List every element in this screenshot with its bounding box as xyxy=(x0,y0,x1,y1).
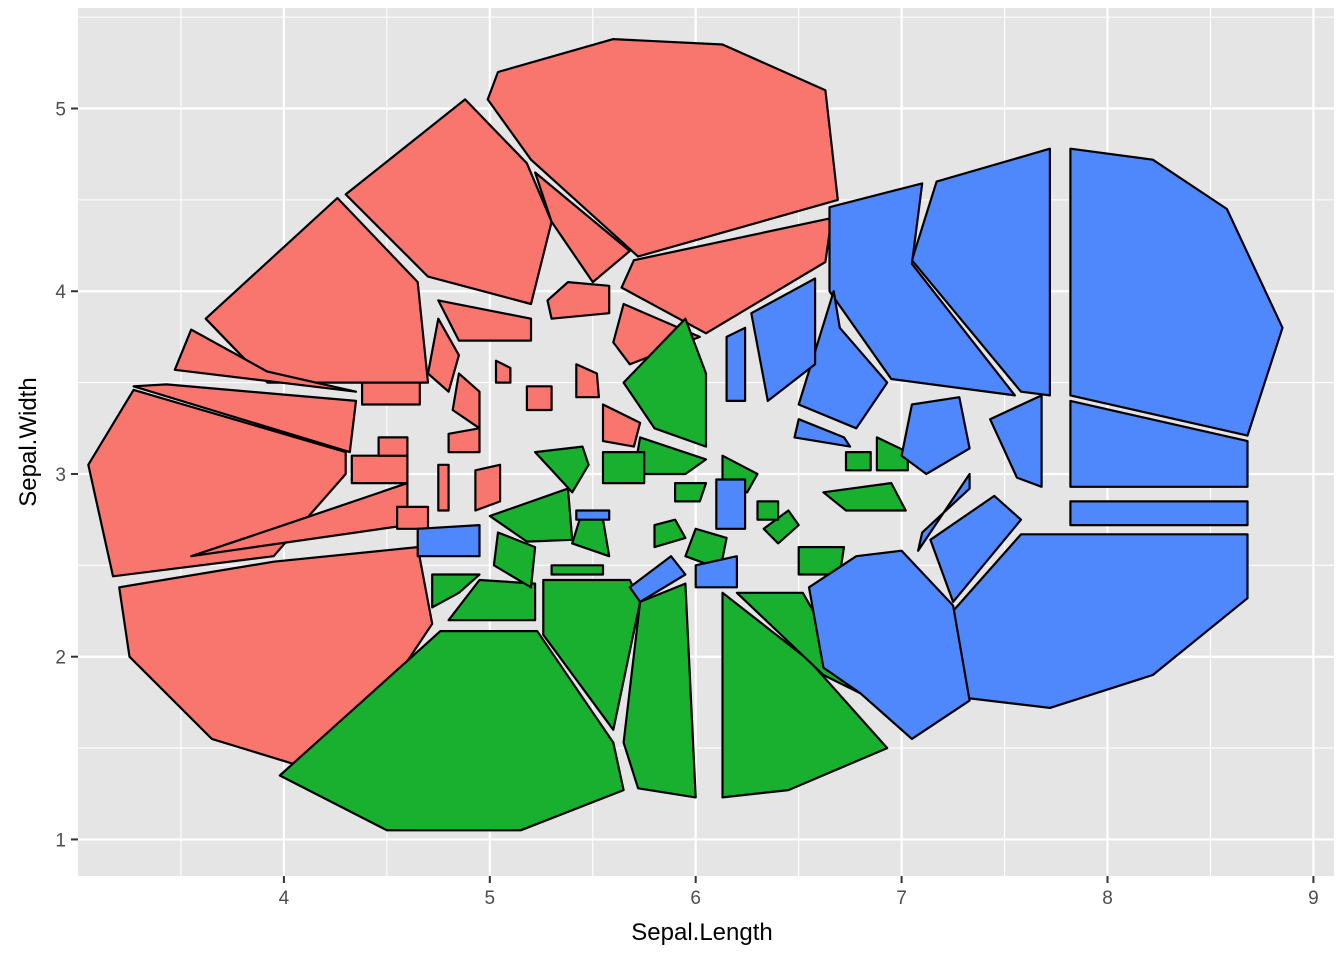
voronoi-cell xyxy=(437,299,533,342)
voronoi-cell xyxy=(875,436,909,472)
voronoi-cell xyxy=(1069,147,1284,437)
voronoi-cell xyxy=(673,482,708,503)
x-axis: 4 5 6 7 8 9 xyxy=(279,876,1319,909)
voronoi-cell xyxy=(612,302,701,366)
voronoi-cell xyxy=(494,359,512,384)
voronoi-cell xyxy=(278,629,625,832)
voronoi-cell xyxy=(426,317,460,393)
voronoi-cell xyxy=(533,445,590,494)
voronoi-cell xyxy=(396,505,430,530)
voronoi-cell xyxy=(173,328,358,393)
y-tick-label: 4 xyxy=(55,282,66,303)
voronoi-cell xyxy=(550,564,605,576)
x-axis-title: Sepal.Length xyxy=(631,919,772,946)
x-tick-label: 4 xyxy=(279,888,290,909)
voronoi-cell xyxy=(793,418,852,448)
cell-group-2 xyxy=(278,317,909,832)
voronoi-cell xyxy=(725,326,747,402)
y-tick-label: 5 xyxy=(55,100,66,121)
voronoi-cell xyxy=(822,482,907,512)
voronoi-cell xyxy=(622,582,697,799)
voronoi-cells xyxy=(87,37,1284,832)
voronoi-cell xyxy=(807,549,971,741)
voronoi-cell xyxy=(492,531,537,589)
y-axis-title: Sepal.Width xyxy=(15,377,42,506)
voronoi-cell xyxy=(447,578,537,622)
voronoi-cell xyxy=(694,555,739,589)
voronoi-cell xyxy=(601,451,646,485)
x-tick-label: 8 xyxy=(1102,888,1113,909)
y-axis: 1 2 3 4 5 xyxy=(55,100,78,851)
voronoi-cell xyxy=(546,281,611,320)
voronoi-cell xyxy=(721,591,889,799)
x-tick-label: 6 xyxy=(690,888,701,909)
voronoi-cell xyxy=(437,463,450,512)
voronoi-cell xyxy=(900,396,971,476)
voronoi-cell xyxy=(988,394,1043,488)
voronoi-cell xyxy=(447,427,481,454)
y-tick-label: 1 xyxy=(55,830,66,851)
cell-group-3 xyxy=(416,147,1284,741)
voronoi-cell xyxy=(797,290,889,430)
voronoi-cell xyxy=(474,463,502,512)
y-tick-label: 2 xyxy=(55,648,66,669)
voronoi-cell xyxy=(844,451,872,472)
voronoi-cell xyxy=(575,363,601,399)
y-tick-label: 3 xyxy=(55,465,66,486)
voronoi-cell xyxy=(575,509,611,521)
voronoi-cell xyxy=(715,478,747,530)
x-tick-label: 9 xyxy=(1308,888,1319,909)
voronoi-cell xyxy=(828,182,1017,397)
voronoi-cell xyxy=(750,277,817,402)
voronoi-cell xyxy=(601,403,642,448)
voronoi-cell xyxy=(525,385,553,412)
cell-group-1 xyxy=(87,37,839,777)
voronoi-cell xyxy=(416,523,481,558)
voronoi-cell xyxy=(628,555,687,604)
voronoi-cell xyxy=(1069,500,1249,527)
voronoi-cell xyxy=(929,494,1023,604)
x-tick-label: 5 xyxy=(485,888,496,909)
voronoi-cell xyxy=(756,500,780,521)
x-tick-label: 7 xyxy=(896,888,907,909)
voronoi-cell xyxy=(377,436,409,457)
voronoi-cell xyxy=(916,472,971,552)
voronoi-cell xyxy=(132,383,358,454)
voronoi-cell xyxy=(533,171,631,284)
voronoi-cell xyxy=(361,381,421,406)
voronoi-cell xyxy=(620,217,833,335)
voronoi-cell xyxy=(622,317,708,448)
voronoi-cell xyxy=(1069,399,1249,488)
voronoi-cell xyxy=(762,509,800,545)
voronoi-cell xyxy=(350,454,409,485)
voronoi-cell xyxy=(486,37,839,258)
voronoi-cell xyxy=(431,573,481,609)
voronoi-cell xyxy=(653,518,687,549)
voronoi-cell xyxy=(910,147,1052,397)
